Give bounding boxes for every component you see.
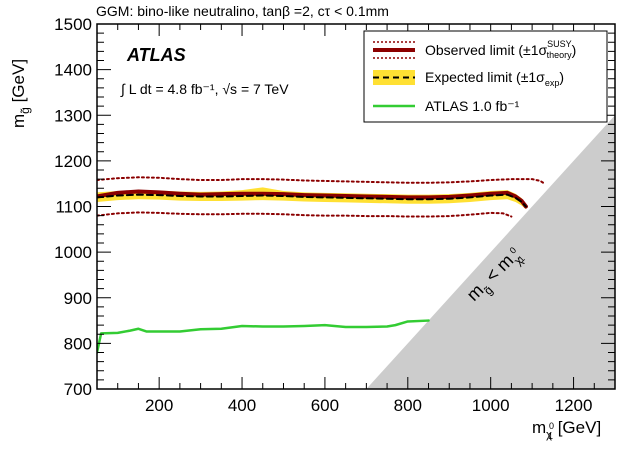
plot-area [97, 115, 615, 389]
y-tick-label: 900 [64, 289, 92, 308]
excluded-region [366, 115, 615, 389]
y-tick-label: 1100 [55, 198, 92, 217]
y-tick-label: 1500 [54, 15, 92, 34]
x-tick-label: 400 [228, 396, 256, 415]
legend: Observed limit (±1σSUSY theory) Expected … [363, 30, 608, 123]
x-tick-label: 800 [394, 396, 422, 415]
y-tick-label: 800 [64, 334, 92, 353]
y-tick-label: 1300 [54, 106, 92, 125]
y-tick-label: 1000 [54, 243, 92, 262]
legend-observed-label: Observed limit (±1σSUSY theory) [425, 39, 576, 60]
y-tick-label: 700 [64, 380, 92, 399]
atlas-label: ATLAS [126, 45, 186, 65]
chart-title: GGM: bino-like neutralino, tanβ =2, cτ <… [96, 3, 389, 19]
expected-limit-line [97, 193, 527, 208]
atlas-1fb-limit-line [97, 319, 430, 354]
observed-minus-1sigma-line [97, 211, 513, 218]
x-tick-label: 200 [145, 396, 173, 415]
y-axis-title: mg̃ [GeV] [9, 59, 32, 128]
observed-limit-line [97, 189, 528, 209]
x-axis-title: mχ0 1 [GeV] [532, 418, 601, 441]
legend-atlas-1fb-label: ATLAS 1.0 fb⁻¹ [425, 98, 520, 114]
y-tick-label: 1400 [54, 61, 92, 80]
observed-plus-1sigma-line [97, 176, 546, 185]
y-tick-label: 1200 [54, 152, 92, 171]
x-tick-label: 1000 [472, 396, 510, 415]
x-tick-label: 600 [311, 396, 339, 415]
x-tick-label: 1200 [555, 396, 593, 415]
legend-expected-label: Expected limit (±1σexp) [425, 69, 564, 88]
luminosity-label: ∫ L dt = 4.8 fb⁻¹, √s = 7 TeV [120, 81, 289, 97]
